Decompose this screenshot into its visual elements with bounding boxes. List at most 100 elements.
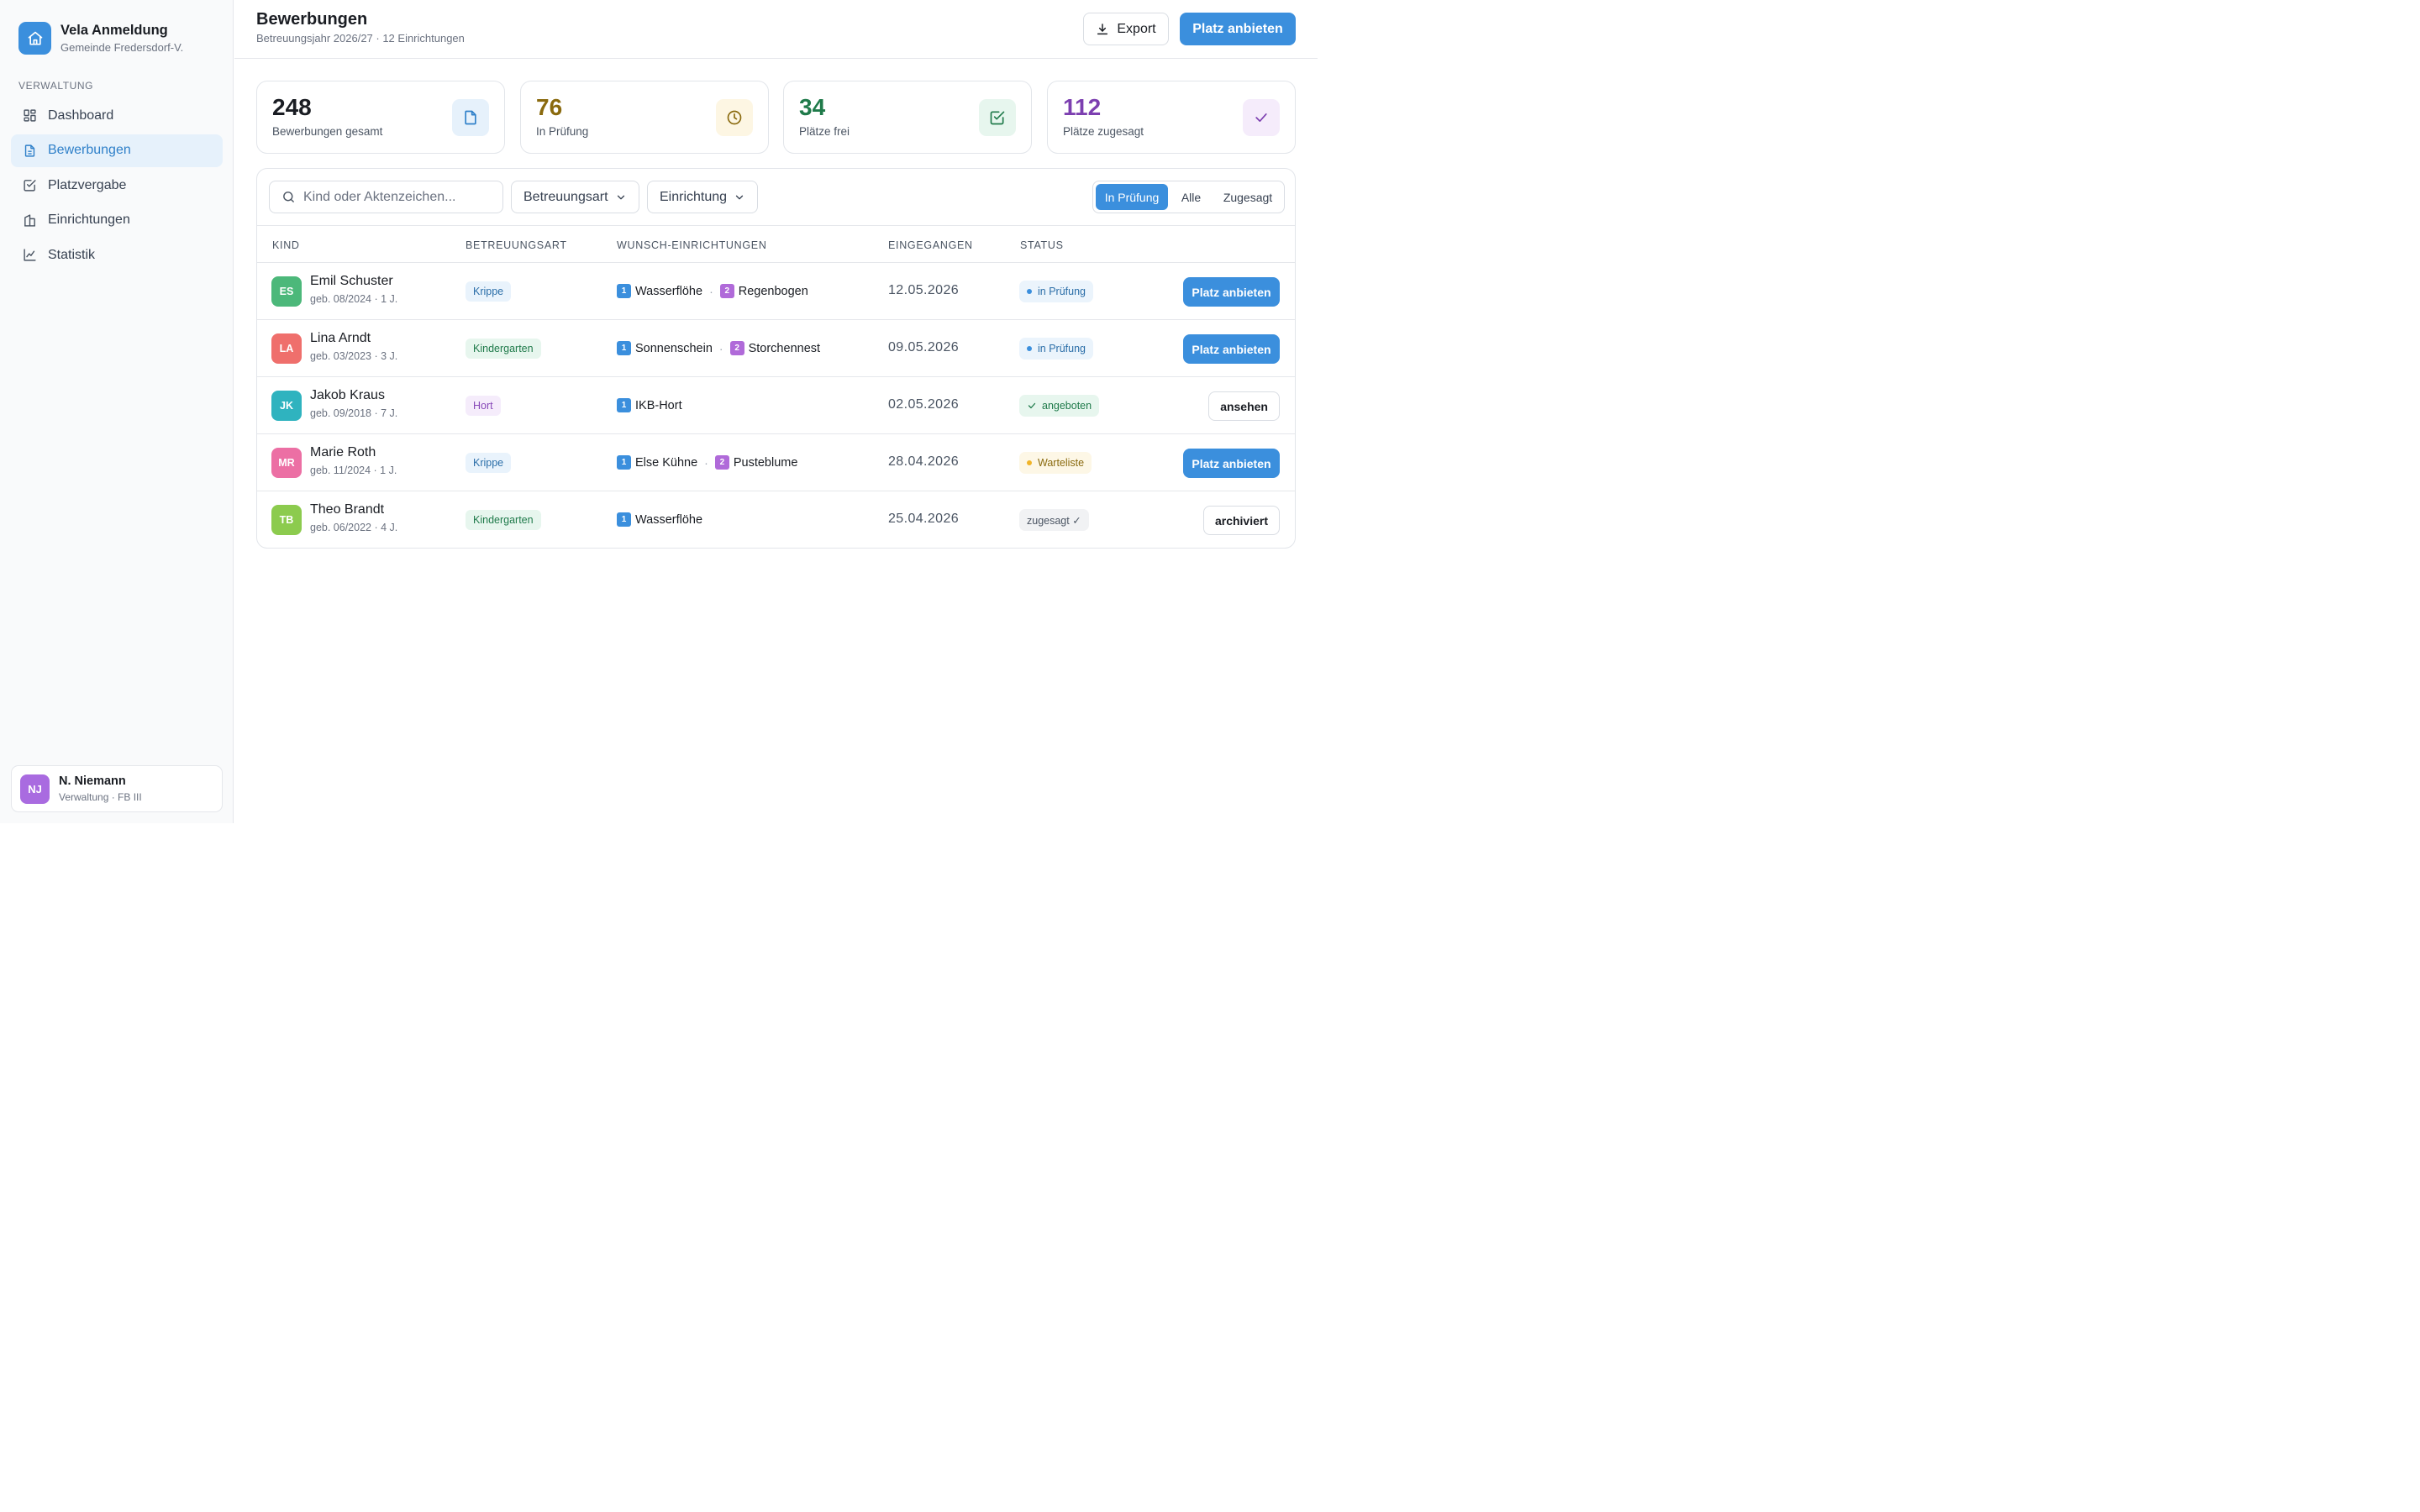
wish-facilities: 1 IKB-Hort	[617, 398, 682, 412]
segment-in-pruefung[interactable]: In Prüfung	[1096, 184, 1168, 210]
child-name: Marie Roth	[310, 445, 376, 459]
table-row[interactable]: ES Emil Schuster geb. 08/2024 · 1 J. Kri…	[257, 263, 1295, 320]
segment-zugesagt[interactable]: Zugesagt	[1223, 190, 1273, 204]
search-field[interactable]	[269, 181, 503, 213]
export-button[interactable]: Export	[1083, 13, 1169, 45]
segment-alle[interactable]: Alle	[1181, 190, 1202, 204]
care-type-badge: Krippe	[466, 281, 512, 302]
dashboard-icon	[22, 108, 37, 123]
column-header-status[interactable]: STATUS	[1020, 239, 1064, 251]
app-title: Vela Anmeldung	[60, 23, 168, 38]
offer-place-button[interactable]: Platz anbieten	[1183, 449, 1280, 478]
avatar: ES	[271, 276, 302, 307]
status-label: angeboten	[1042, 400, 1092, 412]
priority-2-badge: 2	[714, 455, 729, 470]
stat-label: In Prüfung	[536, 125, 589, 138]
offer-place-button[interactable]: Platz anbieten	[1183, 277, 1280, 307]
column-header-betreuungsart[interactable]: BETREUUNGSART	[466, 239, 567, 251]
user-name: N. Niemann	[59, 774, 126, 788]
stat-label: Bewerbungen gesamt	[272, 125, 383, 138]
wish-1: Sonnenschein	[635, 341, 713, 355]
wish-1: Else Kühne	[635, 455, 698, 470]
archived-button[interactable]: archiviert	[1202, 506, 1280, 535]
download-icon	[1096, 23, 1109, 36]
table-row[interactable]: TB Theo Brandt geb. 06/2022 · 4 J. Kinde…	[257, 491, 1295, 549]
priority-1-badge: 1	[617, 398, 631, 412]
app-subtitle: Gemeinde Fredersdorf-V.	[60, 41, 184, 54]
offer-place-button[interactable]: Platz anbieten	[1183, 334, 1280, 364]
document-icon	[22, 143, 37, 158]
user-card[interactable]: NJ N. Niemann Verwaltung · FB III	[11, 765, 223, 812]
stat-value: 34	[799, 94, 826, 120]
care-type-dropdown[interactable]: Betreuungsart	[511, 181, 639, 213]
child-name: Emil Schuster	[310, 274, 393, 288]
table-header: KIND BETREUUNGSART WUNSCH-EINRICHTUNGEN …	[257, 225, 1295, 263]
table-row[interactable]: MR Marie Roth geb. 11/2024 · 1 J. Krippe…	[257, 434, 1295, 491]
search-input[interactable]	[303, 189, 488, 205]
column-header-wunsch[interactable]: WUNSCH-EINRICHTUNGEN	[617, 239, 767, 251]
status-badge: Warteliste	[1019, 452, 1092, 474]
status-badge: in Prüfung	[1019, 338, 1093, 360]
sidebar-item-bewerbungen[interactable]: Bewerbungen	[11, 134, 223, 167]
table-row[interactable]: JK Jakob Kraus geb. 09/2018 · 7 J. Hort …	[257, 377, 1295, 434]
priority-1-badge: 1	[617, 455, 631, 470]
column-header-kind[interactable]: KIND	[272, 239, 300, 251]
stat-card-review: 76 In Prüfung	[520, 81, 769, 154]
page-header: Bewerbungen Betreuungsjahr 2026/27 · 12 …	[234, 0, 1318, 59]
sidebar-item-label: Dashboard	[48, 108, 114, 123]
sidebar-item-einrichtungen[interactable]: Einrichtungen	[11, 204, 223, 237]
wish-facilities: 1 Sonnenschein · 2 Storchennest	[617, 341, 820, 355]
status-badge: angeboten	[1019, 395, 1100, 417]
clock-icon	[716, 99, 753, 136]
received-date: 02.05.2026	[888, 397, 960, 412]
home-icon	[18, 22, 51, 55]
care-type-badge: Krippe	[466, 453, 512, 473]
wish-facilities: 1 Else Kühne · 2 Pusteblume	[617, 455, 797, 470]
care-type-badge: Hort	[466, 396, 501, 416]
wish-1: Wasserflöhe	[635, 512, 703, 527]
sidebar-item-platzvergabe[interactable]: Platzvergabe	[11, 169, 223, 202]
table-row[interactable]: LA Lina Arndt geb. 03/2023 · 3 J. Kinder…	[257, 320, 1295, 377]
offer-place-button[interactable]: Platz anbieten	[1180, 13, 1296, 45]
status-badge: in Prüfung	[1019, 281, 1093, 302]
status-dot	[1027, 346, 1032, 351]
status-label: zugesagt ✓	[1027, 514, 1081, 527]
sidebar-item-label: Platzvergabe	[48, 177, 127, 192]
priority-1-badge: 1	[617, 512, 631, 527]
sidebar-item-dashboard[interactable]: Dashboard	[11, 99, 223, 132]
child-birth: geb. 03/2023 · 3 J.	[310, 350, 398, 362]
sidebar-item-statistik[interactable]: Statistik	[11, 239, 223, 271]
status-label: Warteliste	[1038, 457, 1085, 469]
child-birth: geb. 11/2024 · 1 J.	[310, 465, 397, 476]
priority-1-badge: 1	[617, 341, 631, 355]
chart-icon	[22, 248, 37, 263]
brand[interactable]: Vela Anmeldung Gemeinde Fredersdorf-V.	[18, 22, 183, 55]
stat-card-free: 34 Plätze frei	[783, 81, 1032, 154]
separator: ·	[704, 455, 708, 470]
received-date: 28.04.2026	[888, 454, 960, 469]
building-icon	[22, 213, 37, 228]
wish-2: Pusteblume	[733, 455, 798, 470]
check-icon	[1027, 401, 1037, 411]
care-type-badge: Kindergarten	[466, 339, 541, 359]
document-icon	[452, 99, 489, 136]
dropdown-label: Betreuungsart	[523, 189, 608, 204]
column-header-eingegangen[interactable]: EINGEGANGEN	[888, 239, 973, 251]
chevron-down-icon	[615, 192, 627, 203]
avatar: NJ	[20, 774, 50, 804]
stat-card-total: 248 Bewerbungen gesamt	[256, 81, 505, 154]
received-date: 25.04.2026	[888, 512, 960, 526]
avatar: JK	[271, 391, 302, 421]
status-badge: zugesagt ✓	[1019, 509, 1089, 531]
stat-label: Plätze zugesagt	[1063, 125, 1144, 138]
status-segmented-control: In Prüfung Alle Zugesagt	[1092, 181, 1285, 213]
received-date: 09.05.2026	[888, 340, 960, 354]
facility-dropdown[interactable]: Einrichtung	[647, 181, 759, 213]
view-button[interactable]: ansehen	[1208, 391, 1280, 421]
export-label: Export	[1117, 21, 1156, 36]
received-date: 12.05.2026	[888, 283, 960, 297]
status-dot	[1027, 460, 1032, 465]
check-icon	[1243, 99, 1280, 136]
wish-1: IKB-Hort	[635, 398, 682, 412]
sidebar: Vela Anmeldung Gemeinde Fredersdorf-V. V…	[0, 0, 234, 823]
